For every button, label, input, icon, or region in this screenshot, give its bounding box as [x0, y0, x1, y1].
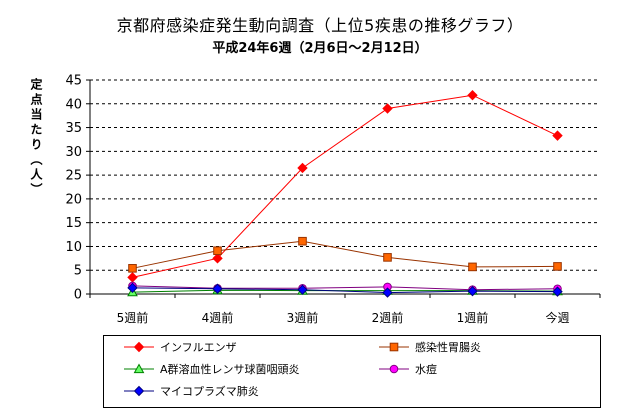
- legend-marker: [389, 364, 399, 374]
- axes: [86, 79, 601, 298]
- legend-item: 水痘: [379, 361, 437, 377]
- series-line: [132, 285, 558, 291]
- data-point: [297, 284, 308, 295]
- y-tick-label: 15: [65, 216, 82, 231]
- data-point: [383, 253, 392, 262]
- x-tick-label: 1週前: [457, 310, 489, 325]
- legend-swatch: [379, 342, 409, 352]
- series-lines: [132, 94, 558, 294]
- legend-item: 感染性胃腸炎: [379, 339, 481, 355]
- data-point: [127, 272, 138, 283]
- x-tick-label: 2週前: [372, 310, 404, 325]
- legend-label: 水痘: [415, 363, 437, 376]
- y-tick-label: 35: [65, 121, 82, 136]
- legend-swatch: [124, 385, 154, 397]
- legend-label: A群溶血性レンサ球菌咽頭炎: [160, 363, 300, 376]
- series-line: [132, 287, 558, 294]
- data-point: [467, 285, 478, 297]
- y-tick-labels: 0 5 10 15 20 25 30 35 40 45: [65, 74, 82, 303]
- data-point: [552, 130, 563, 141]
- legend-swatch: [124, 363, 154, 374]
- legend-label: マイコプラズマ肺炎: [160, 385, 259, 398]
- chart-title: 京都府感染症発生動向調査（上位5疾患の推移グラフ）: [116, 16, 524, 35]
- legend: インフルエンザ 感染性胃腸炎 A群溶血性レンサ球菌咽頭炎 水痘マイコプラズマ肺炎: [103, 335, 601, 408]
- series-line: [132, 240, 558, 269]
- y-tick-label: 10: [65, 240, 82, 255]
- legend-marker: [133, 385, 145, 397]
- y-tick-label: 0: [74, 288, 82, 303]
- legend-marker: [133, 363, 145, 374]
- x-tick-label: 今週: [545, 310, 569, 325]
- legend-item: マイコプラズマ肺炎: [124, 383, 259, 399]
- data-point: [467, 90, 478, 101]
- data-point: [382, 287, 393, 298]
- data-point: [298, 236, 307, 246]
- legend-item: A群溶血性レンサ球菌咽頭炎: [124, 361, 300, 377]
- y-tick-label: 30: [65, 145, 82, 160]
- data-point: [553, 262, 562, 271]
- y-tick-label: 20: [65, 192, 82, 207]
- data-point: [382, 103, 393, 114]
- data-point: [128, 264, 137, 273]
- data-point: [552, 286, 563, 297]
- legend-marker: [133, 341, 145, 353]
- data-point: [127, 282, 138, 294]
- chart-subtitle: 平成24年6週（2月6日～2月12日）: [212, 41, 428, 56]
- data-point: [212, 283, 223, 294]
- series-markers: [127, 90, 563, 298]
- gridlines: [90, 79, 600, 271]
- data-point: [468, 262, 477, 272]
- series-line: [132, 94, 558, 278]
- y-axis-label: 定点当たり（人）: [29, 78, 43, 198]
- legend-label: インフルエンザ: [160, 341, 237, 354]
- legend-swatch: [379, 364, 409, 374]
- y-tick-label: 40: [65, 97, 82, 112]
- x-tick-label: 4週前: [202, 310, 234, 325]
- data-point: [213, 246, 222, 256]
- x-tick-labels: 5週前 4週前 3週前 2週前 1週前 今週: [117, 310, 570, 325]
- legend-swatch: [124, 341, 154, 353]
- y-tick-label: 5: [74, 264, 82, 279]
- data-point: [297, 162, 308, 174]
- y-tick-label: 45: [65, 74, 82, 89]
- legend-label: 感染性胃腸炎: [415, 341, 481, 354]
- legend-item: インフルエンザ: [124, 339, 237, 355]
- legend-marker: [389, 342, 399, 352]
- data-point: [212, 253, 223, 264]
- x-tick-label: 3週前: [287, 310, 319, 325]
- y-tick-label: 25: [65, 169, 82, 184]
- x-tick-label: 5週前: [117, 310, 149, 325]
